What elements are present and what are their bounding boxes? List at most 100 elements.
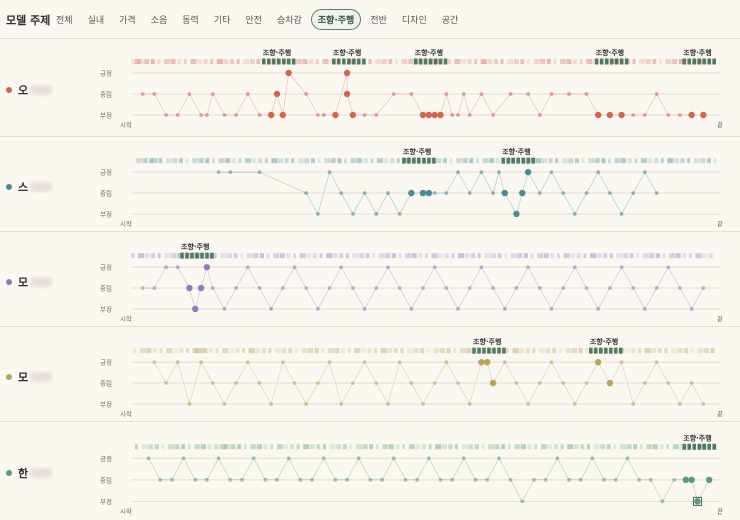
topic-strip-mark [456, 158, 463, 164]
tab-1[interactable]: 실내 [87, 16, 105, 26]
topic-strip-mark [632, 59, 636, 64]
data-point [205, 113, 209, 117]
data-point [631, 286, 636, 290]
highlight-mark [477, 347, 481, 354]
model-label[interactable]: 한 [6, 465, 53, 481]
topic-strip-mark [345, 253, 349, 259]
topic-strip-mark [594, 158, 600, 164]
topic-strip-mark [537, 253, 544, 259]
topic-strip-mark [177, 253, 182, 259]
topic-strip-mark [166, 348, 173, 354]
tab-5[interactable]: 기타 [213, 16, 231, 26]
topic-strip-mark [627, 158, 632, 164]
tab-10[interactable]: 디자인 [401, 16, 427, 26]
tab-4[interactable]: 동력 [182, 16, 199, 26]
data-point [251, 456, 256, 461]
highlight-mark [282, 58, 286, 65]
topic-strip-mark [402, 444, 406, 450]
data-point [356, 456, 361, 461]
topic-strip-mark [553, 444, 558, 450]
tab-7[interactable]: 승차감 [276, 16, 302, 26]
data-point [210, 92, 215, 96]
topic-strip-mark [360, 348, 366, 354]
topic-strip-mark [154, 444, 159, 450]
topic-strip-mark [212, 158, 216, 164]
model-label[interactable]: 모 [6, 369, 53, 385]
topic-strip-mark [710, 348, 715, 354]
topic-strip-mark [655, 253, 660, 259]
data-point [415, 477, 420, 482]
topic-strip-mark [284, 158, 289, 164]
topic-strip-mark [703, 348, 709, 354]
topic-strip-mark [514, 444, 521, 450]
highlight-mark [702, 443, 706, 450]
topic-strip-mark [626, 444, 632, 450]
data-point [280, 286, 285, 290]
topic-strip-mark [624, 348, 630, 354]
data-point [613, 477, 618, 482]
topic-strip-mark [248, 348, 255, 354]
data-point [549, 92, 554, 96]
tab-3[interactable]: 소음 [150, 16, 168, 26]
data-point [327, 170, 332, 175]
model-panel: 모 조향·주행 긍정 중립 부정 시작 끝 [0, 231, 740, 327]
tab-2[interactable]: 가격 [119, 16, 136, 26]
topic-strip-mark [636, 253, 640, 259]
data-point [374, 286, 379, 290]
redacted-name [30, 371, 53, 382]
topic-strip-mark [446, 348, 451, 354]
highlight-label: 조향·주행 [263, 48, 291, 57]
highlight-mark [624, 58, 629, 65]
topic-strip-mark [541, 158, 547, 164]
data-point [660, 499, 665, 504]
topic-strip-mark [374, 348, 378, 354]
tab-11[interactable]: 공간 [441, 16, 459, 26]
data-point [602, 477, 606, 482]
data-point [374, 212, 379, 216]
topic-strip-mark [246, 253, 253, 259]
data-point [491, 113, 495, 117]
topic-strip-mark [571, 348, 577, 354]
tab-6[interactable]: 안전 [245, 16, 262, 26]
model-label[interactable]: 스 [6, 179, 53, 195]
highlight-mark [692, 58, 696, 65]
highlight-mark [422, 157, 426, 164]
topic-strip-mark [348, 59, 355, 64]
topic-strip-mark [255, 348, 261, 354]
data-point [193, 477, 198, 482]
start-label: 시작 [120, 120, 132, 129]
topic-strip-mark [543, 253, 549, 259]
highlight-label: 조향·주행 [403, 147, 431, 156]
topic-strip-mark [578, 348, 583, 354]
data-point [508, 92, 513, 96]
topic-strip-mark [418, 253, 423, 259]
topic-strip-mark [251, 158, 257, 164]
highlight-mark [707, 58, 711, 65]
topic-strip-mark [579, 59, 583, 64]
topic-strip-mark [398, 253, 402, 259]
highlight-mark [531, 157, 535, 164]
topic-strip-mark [356, 444, 363, 450]
data-point [543, 477, 548, 482]
model-label[interactable]: 모 [6, 274, 53, 290]
topic-strip-mark [310, 158, 315, 164]
topic-strip-mark [203, 59, 208, 64]
topic-strip-mark [316, 444, 321, 450]
model-label[interactable]: 오 [6, 82, 53, 98]
highlight-mark [337, 58, 341, 65]
tab-8[interactable]: 조향·주행 [310, 9, 362, 30]
topic-strip-mark [209, 348, 214, 354]
topic-strip-mark [381, 59, 387, 64]
level-label: 중립 [100, 285, 112, 293]
tab-0[interactable]: 전체 [56, 16, 73, 26]
highlight-mark [619, 347, 623, 354]
data-point [386, 265, 390, 270]
data-point [205, 477, 209, 482]
tab-9[interactable]: 전반 [370, 16, 387, 26]
highlight-label: 조향·주행 [683, 48, 711, 57]
topic-strip-mark [573, 444, 579, 450]
topic-strip-mark [552, 348, 557, 354]
highlight-mark [497, 347, 501, 354]
topic-strip-mark [442, 158, 447, 164]
topic-strip-mark [596, 253, 602, 259]
